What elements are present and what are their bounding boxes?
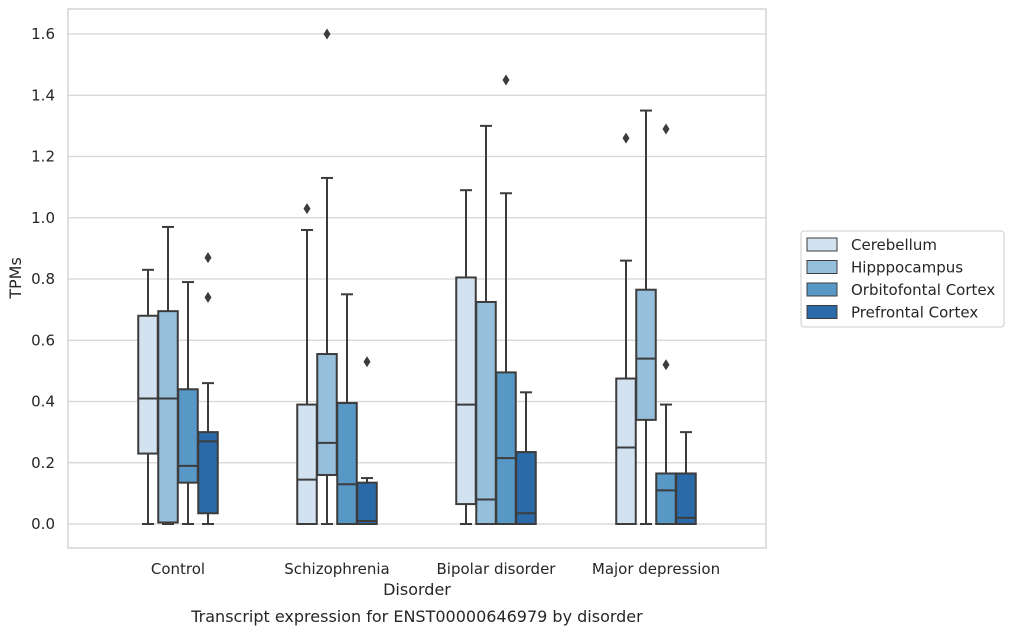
y-tick-labels: 0.0 0.2 0.4 0.6 0.8 1.0 1.2 1.4 1.6 (31, 25, 55, 533)
box (675, 472, 697, 525)
box (455, 276, 477, 506)
box-group (615, 109, 697, 525)
box-group (296, 28, 378, 525)
box-groups (137, 28, 697, 525)
box (296, 403, 318, 525)
box (615, 377, 637, 525)
outlier-point (622, 132, 630, 144)
legend-item: Cerebellum (806, 236, 937, 254)
legend-swatch (806, 282, 838, 297)
outlier-point (502, 74, 510, 86)
box (655, 472, 677, 525)
legend-swatch (806, 305, 838, 319)
y-tick-label: 1.4 (31, 86, 55, 104)
box (316, 353, 338, 476)
outlier-point (323, 28, 331, 40)
box (356, 481, 378, 525)
box-group (137, 225, 219, 525)
legend-item: Prefrontal Cortex (806, 304, 978, 322)
outlier-point (204, 252, 212, 264)
y-tick-label: 1.0 (31, 209, 55, 227)
outlier-point (303, 203, 311, 215)
y-axis-title: TPMs (6, 257, 25, 300)
y-tick-label: 0.4 (31, 393, 55, 411)
outlier-point (662, 123, 670, 135)
legend-item: Orbitofontal Cortex (806, 281, 995, 299)
legend-label: Hipppocampus (851, 259, 963, 277)
y-tick-label: 0.0 (31, 515, 55, 533)
box-group (455, 74, 537, 525)
legend-item: Hipppocampus (806, 259, 963, 277)
box (475, 300, 497, 525)
x-tick-label: Major depression (592, 560, 720, 578)
y-tick-label: 1.6 (31, 25, 55, 43)
x-tick-labels: Control Schizophrenia Bipolar disorder Majo… (151, 560, 720, 578)
plot-frame (67, 8, 767, 549)
outlier-point (204, 291, 212, 303)
x-axis-title: Disorder (383, 580, 451, 599)
x-tick-label: Schizophrenia (284, 560, 389, 578)
box (197, 431, 219, 515)
figure-caption: Transcript expression for ENST0000064697… (190, 607, 643, 626)
outlier-point (662, 359, 670, 371)
box (336, 402, 358, 525)
legend-label: Cerebellum (851, 236, 937, 254)
box (177, 388, 199, 484)
y-tick-label: 0.6 (31, 331, 55, 349)
legend-swatch (806, 237, 838, 252)
box (137, 314, 159, 455)
y-tick-label: 0.8 (31, 270, 55, 288)
legend-label: Orbitofontal Cortex (851, 281, 995, 299)
y-tick-label: 0.2 (31, 454, 55, 472)
legend-frame (800, 230, 1005, 328)
x-tick-label: Bipolar disorder (437, 560, 557, 578)
legend-swatch (806, 260, 838, 274)
y-tick-label: 1.2 (31, 148, 55, 166)
x-tick-label: Control (151, 560, 205, 578)
outlier-point (363, 356, 371, 368)
box (515, 451, 537, 525)
box (157, 310, 179, 524)
box (635, 288, 657, 421)
legend: Cerebellum Hipppocampus Orbitofontal Corte… (800, 230, 1005, 328)
box (495, 371, 517, 525)
legend-label: Prefrontal Cortex (851, 304, 978, 322)
